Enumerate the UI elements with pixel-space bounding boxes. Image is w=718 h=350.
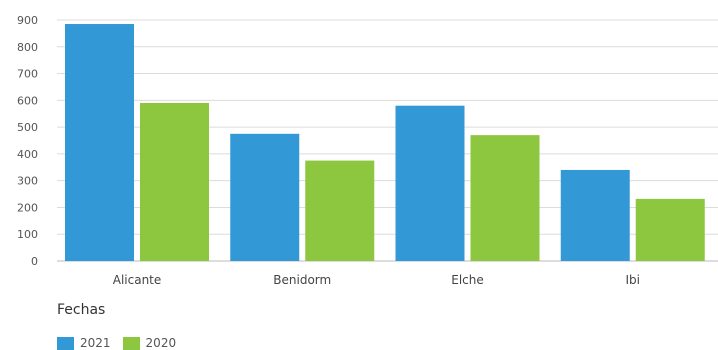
legend-swatch-2021 — [57, 336, 74, 350]
x-category-label: Ibi — [626, 273, 641, 287]
x-axis-labels: Alicante Benidorm Elche Ibi — [113, 273, 640, 287]
x-category-label: Alicante — [113, 273, 162, 287]
legend-item-2021[interactable]: 2021 — [57, 336, 111, 350]
bar-2021-ibi[interactable] — [560, 169, 630, 261]
bar-2021-elche[interactable] — [395, 105, 465, 261]
y-tick-label: 200 — [17, 201, 38, 214]
legend-title: Fechas — [57, 302, 106, 318]
y-axis-ticks: 0 100 200 300 400 500 600 700 800 900 — [17, 14, 38, 268]
bar-chart: 0 100 200 300 400 500 600 700 800 900 Alicante Ben… — [17, 14, 718, 287]
bar-2021-alicante[interactable] — [65, 24, 134, 262]
x-category-label: Elche — [451, 273, 484, 287]
y-tick-label: 700 — [17, 68, 38, 81]
legend-swatch-2020 — [122, 336, 140, 350]
bars — [65, 24, 705, 262]
bar-2020-alicante[interactable] — [140, 103, 209, 261]
legend-label-2021: 2021 — [80, 336, 111, 350]
legend: 2021 2020 — [57, 336, 188, 350]
y-tick-label: 100 — [17, 228, 38, 241]
y-tick-label: 600 — [17, 94, 38, 107]
bar-2021-benidorm[interactable] — [230, 133, 300, 261]
legend-item-2020[interactable]: 2020 — [122, 336, 177, 350]
y-tick-label: 800 — [17, 41, 38, 54]
bar-2020-benidorm[interactable] — [305, 160, 375, 261]
bar-2020-ibi[interactable] — [635, 198, 705, 261]
legend-label-2020: 2020 — [145, 336, 177, 350]
y-tick-label: 0 — [31, 255, 38, 268]
y-tick-label: 300 — [17, 175, 38, 188]
bar-2020-elche[interactable] — [470, 135, 540, 261]
x-category-label: Benidorm — [273, 273, 331, 287]
y-tick-label: 400 — [17, 148, 38, 161]
y-tick-label: 500 — [17, 121, 38, 134]
y-tick-label: 900 — [17, 14, 38, 27]
